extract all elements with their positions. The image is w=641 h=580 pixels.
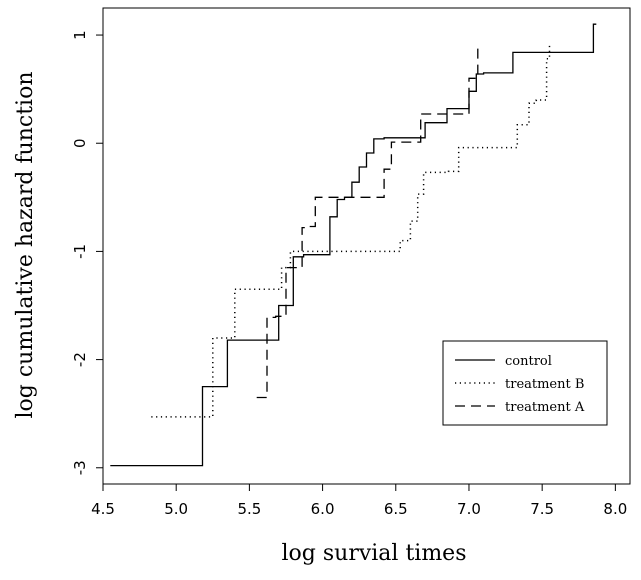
x-tick-label: 4.5 xyxy=(91,500,115,518)
plot-area xyxy=(102,7,631,485)
legend: control treatment B treatment A xyxy=(442,340,608,426)
series-layer xyxy=(110,23,597,467)
x-tick-label: 6.5 xyxy=(384,500,408,518)
legend-label-control: control xyxy=(505,354,552,369)
plot-frame xyxy=(102,7,631,485)
y-axis: -3 -2 -1 0 1 xyxy=(71,30,103,475)
y-tick-label: -2 xyxy=(71,352,89,367)
x-tick-label: 8.0 xyxy=(603,500,627,518)
x-axis: 4.5 5.0 5.5 6.0 6.5 7.0 7.5 8.0 xyxy=(91,484,627,518)
series-line-treatment-b xyxy=(151,43,551,418)
legend-label-treatment-b: treatment B xyxy=(505,377,584,392)
y-tick-label: 0 xyxy=(71,138,89,148)
x-tick-label: 5.0 xyxy=(164,500,188,518)
series-line-treatment-a xyxy=(256,46,479,399)
y-axis-title: log cumulative hazard function xyxy=(13,71,38,418)
x-axis-title: log survial times xyxy=(282,541,467,566)
y-tick-label: -1 xyxy=(71,244,89,259)
legend-label-treatment-a: treatment A xyxy=(505,400,585,415)
x-tick-label: 7.0 xyxy=(457,500,481,518)
x-tick-label: 5.5 xyxy=(237,500,261,518)
y-tick-label: -3 xyxy=(71,460,89,475)
x-tick-label: 7.5 xyxy=(530,500,554,518)
y-tick-label: 1 xyxy=(71,30,89,40)
x-tick-label: 6.0 xyxy=(311,500,335,518)
